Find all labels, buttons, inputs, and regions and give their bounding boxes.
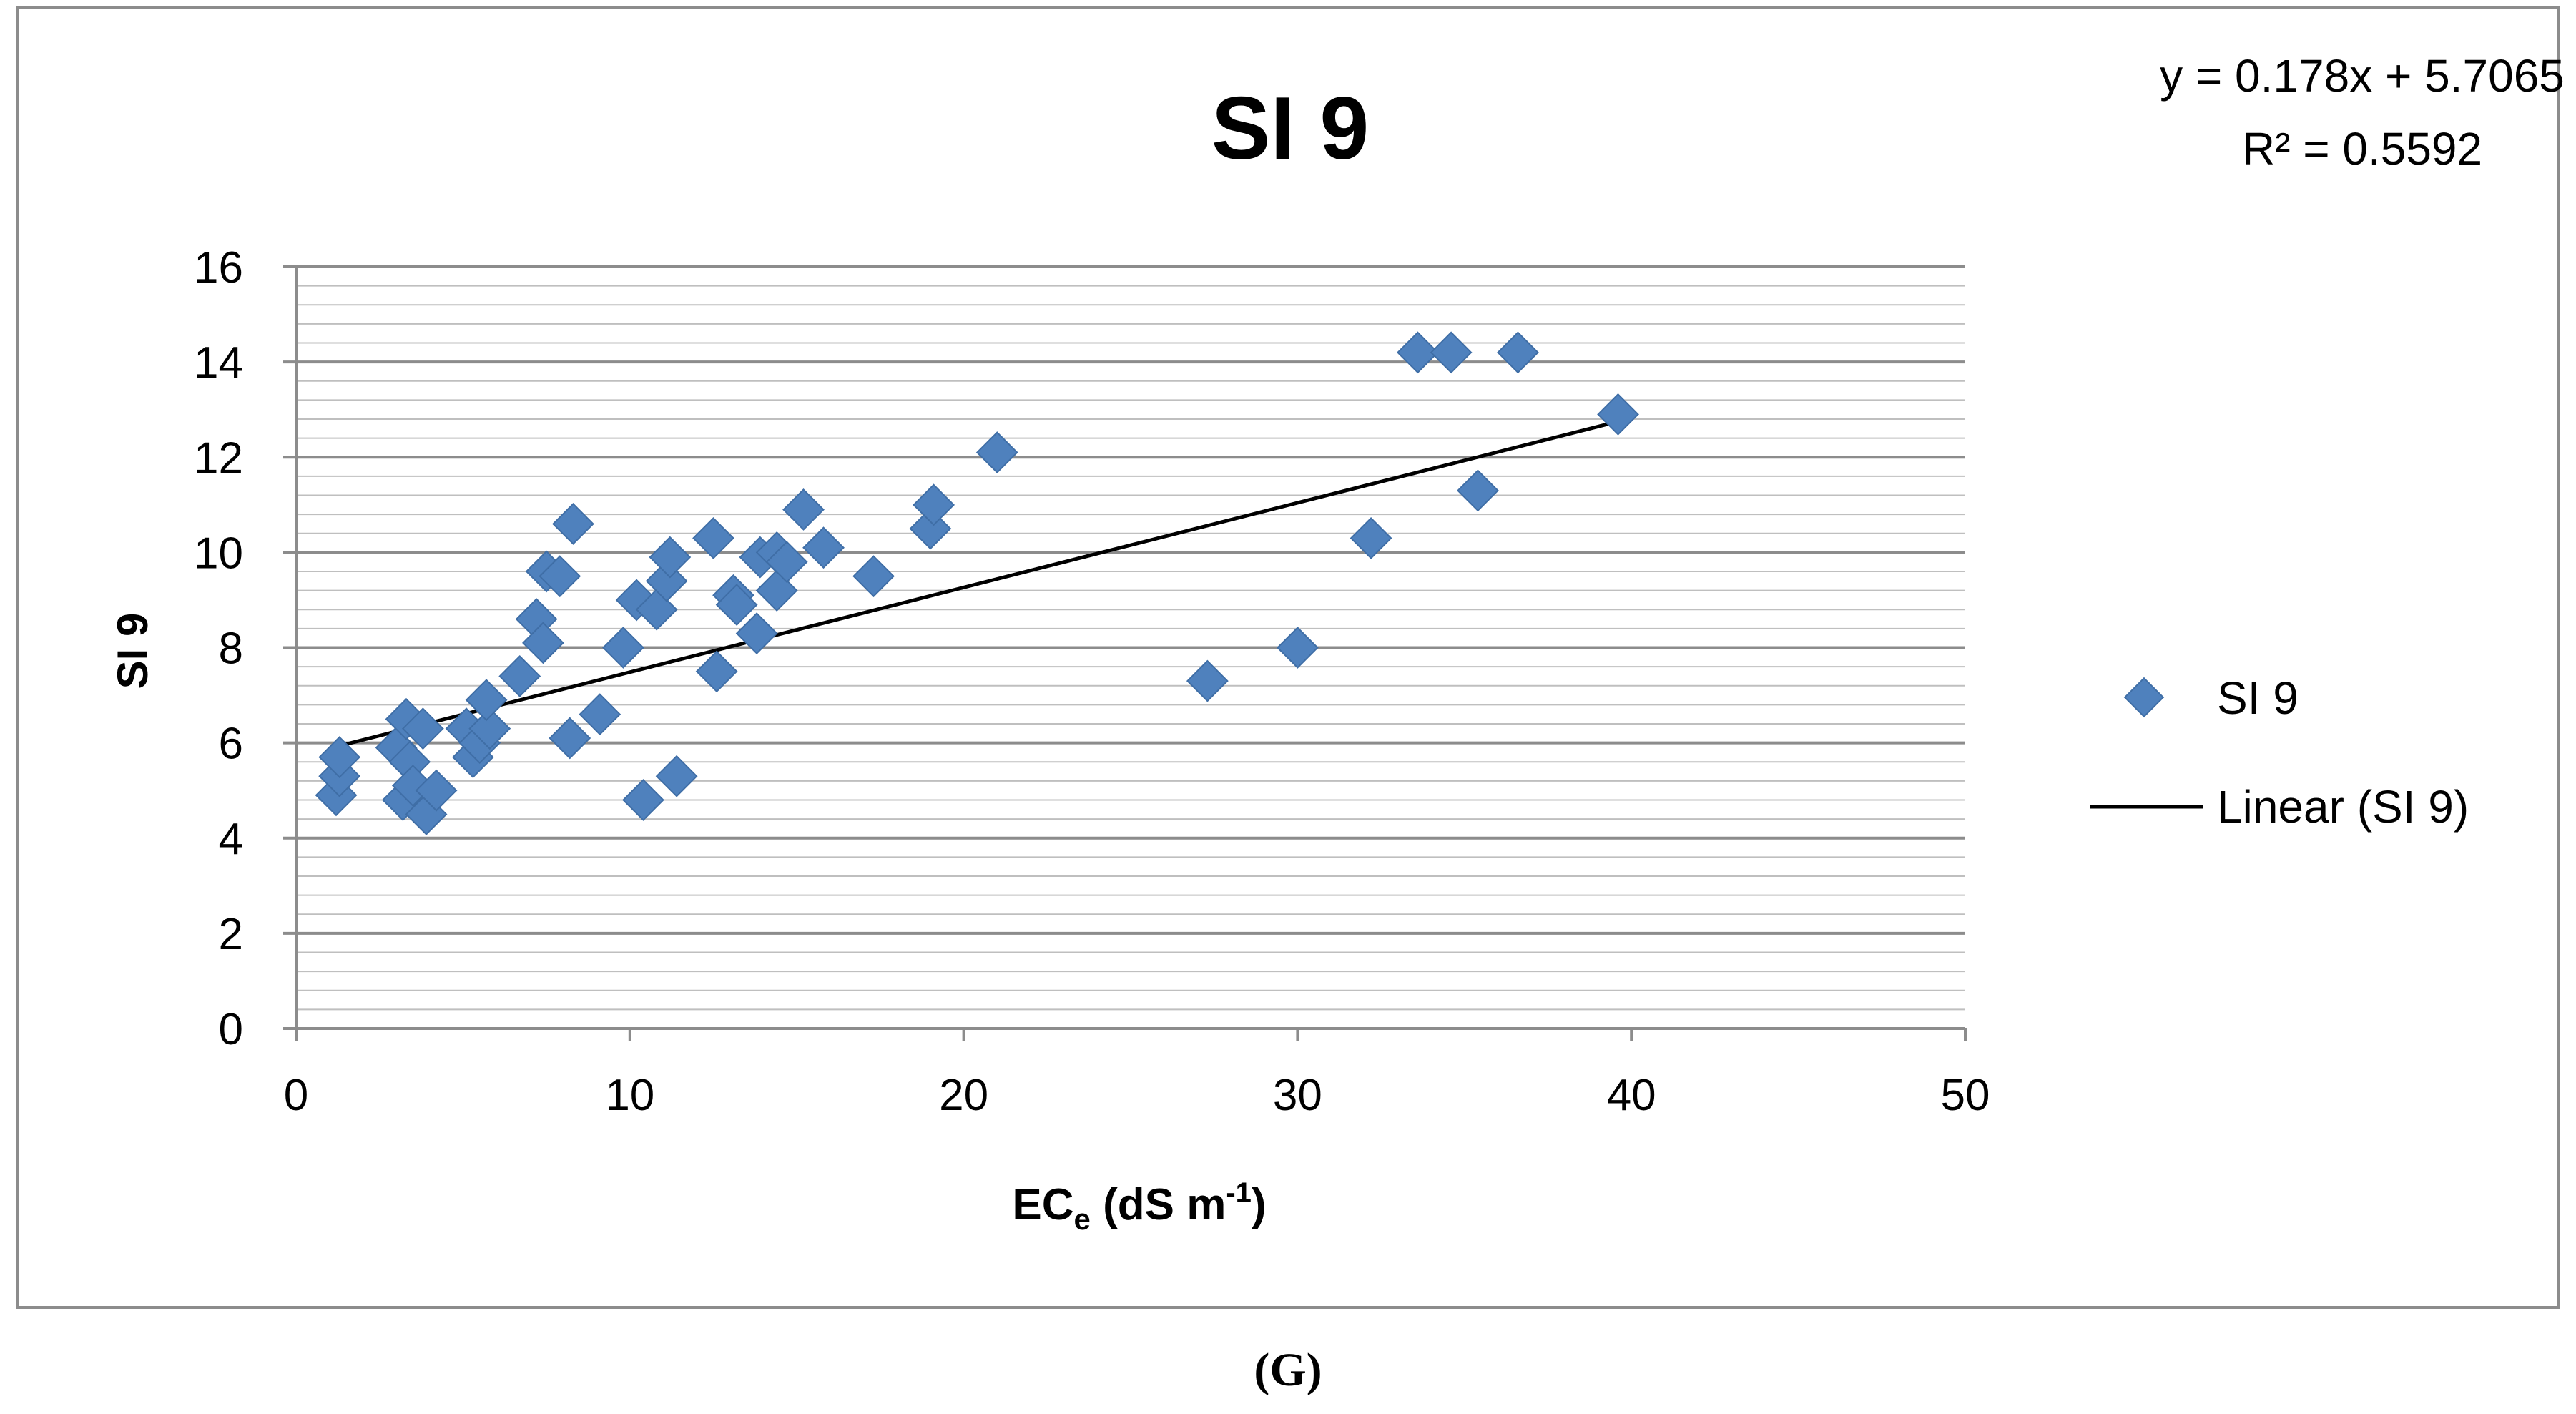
y-tick-label: 4 [219,815,243,864]
data-point [552,503,594,545]
x-tick-label: 10 [605,1071,654,1120]
chart-title: SI 9 [1211,79,1370,178]
data-point [655,755,698,797]
data-point [318,736,361,779]
data-point [465,679,508,722]
data-point [1430,331,1473,374]
data-point [765,541,808,584]
data-point [692,516,734,559]
data-point [913,483,955,526]
y-tick-label: 14 [194,338,243,388]
data-point [401,707,444,750]
data-point [1186,659,1229,702]
x-tick-label: 50 [1941,1071,1990,1120]
y-tick-label: 0 [219,1005,243,1054]
trendline-line [335,419,1619,749]
data-point [549,717,591,760]
x-axis-label-sup: -1 [1226,1177,1252,1209]
x-tick-label: 30 [1273,1071,1322,1120]
data-point [1497,331,1539,374]
x-axis-label-sub: e [1074,1202,1091,1236]
y-tick-label: 2 [219,910,243,959]
x-tick-label: 40 [1607,1071,1656,1120]
data-point [715,584,758,627]
data-point [802,526,845,569]
data-point [615,579,658,622]
y-tick-label: 6 [219,720,243,769]
data-point [735,612,778,654]
data-point [1350,516,1392,559]
trendline-equation: y = 0.178x + 5.7065 [2160,50,2565,102]
y-axis-label: SI 9 [109,613,157,689]
data-point [1276,627,1319,669]
trendline [335,419,1619,749]
data-point [1597,393,1639,436]
data-point [782,488,825,531]
data-points [315,331,1639,835]
data-point [579,693,621,736]
data-point [852,555,895,598]
panel-label: (G) [1254,1344,1322,1396]
legend: SI 9 Linear (SI 9) [2090,672,2469,833]
data-point [498,655,541,697]
x-axis-label-unit: (dS m [1091,1180,1226,1229]
axes: 0 2 4 6 8 10 12 14 16 0 10 20 30 40 50 [194,243,1990,1120]
legend-marker-diamond [2123,677,2165,718]
data-point [622,779,664,821]
y-tick-label: 10 [194,529,243,578]
data-point [1397,331,1439,374]
trendline-r2: R² = 0.5592 [2242,123,2482,175]
x-tick-label: 0 [284,1071,308,1120]
y-tick-label: 12 [194,433,243,483]
data-point [522,622,564,664]
y-tick-label: 8 [219,624,243,674]
legend-label-si9: SI 9 [2217,672,2299,724]
data-point [695,650,738,693]
x-axis-label-main: EC [1012,1180,1073,1229]
x-axis-label: ECe (dS m-1) [1012,1177,1266,1236]
x-axis-label-close: ) [1252,1180,1267,1229]
y-tick-label: 16 [194,243,243,293]
data-point [602,627,644,669]
data-point [539,555,581,598]
data-point [975,431,1018,474]
legend-label-linear: Linear (SI 9) [2217,781,2469,833]
data-point [415,769,458,812]
data-point [315,774,358,817]
data-point [649,536,692,579]
data-point [468,707,511,750]
x-tick-label: 20 [939,1071,988,1120]
data-point [1457,469,1499,512]
